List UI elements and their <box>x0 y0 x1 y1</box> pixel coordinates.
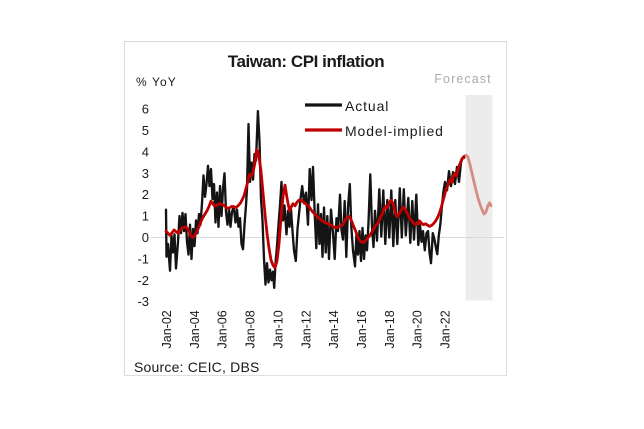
svg-text:Jan-16: Jan-16 <box>355 310 369 348</box>
svg-text:Jan-04: Jan-04 <box>188 310 202 348</box>
svg-text:-3: -3 <box>137 294 149 309</box>
svg-text:5: 5 <box>142 123 149 138</box>
svg-text:-1: -1 <box>137 251 149 266</box>
svg-text:Jan-18: Jan-18 <box>383 310 397 348</box>
svg-text:-2: -2 <box>137 273 149 288</box>
svg-text:6: 6 <box>142 102 149 117</box>
svg-text:Jan-22: Jan-22 <box>439 310 453 348</box>
svg-text:0: 0 <box>142 230 149 245</box>
svg-text:Jan-20: Jan-20 <box>411 310 425 348</box>
svg-text:Jan-14: Jan-14 <box>327 310 341 348</box>
svg-text:Jan-10: Jan-10 <box>271 310 285 348</box>
svg-text:Jan-12: Jan-12 <box>299 310 313 348</box>
svg-text:Jan-02: Jan-02 <box>160 310 174 348</box>
svg-text:Jan-08: Jan-08 <box>244 310 258 348</box>
svg-text:4: 4 <box>142 144 149 159</box>
svg-text:Jan-06: Jan-06 <box>216 310 230 348</box>
svg-text:3: 3 <box>142 166 149 181</box>
svg-text:2: 2 <box>142 187 149 202</box>
svg-text:1: 1 <box>142 209 149 224</box>
